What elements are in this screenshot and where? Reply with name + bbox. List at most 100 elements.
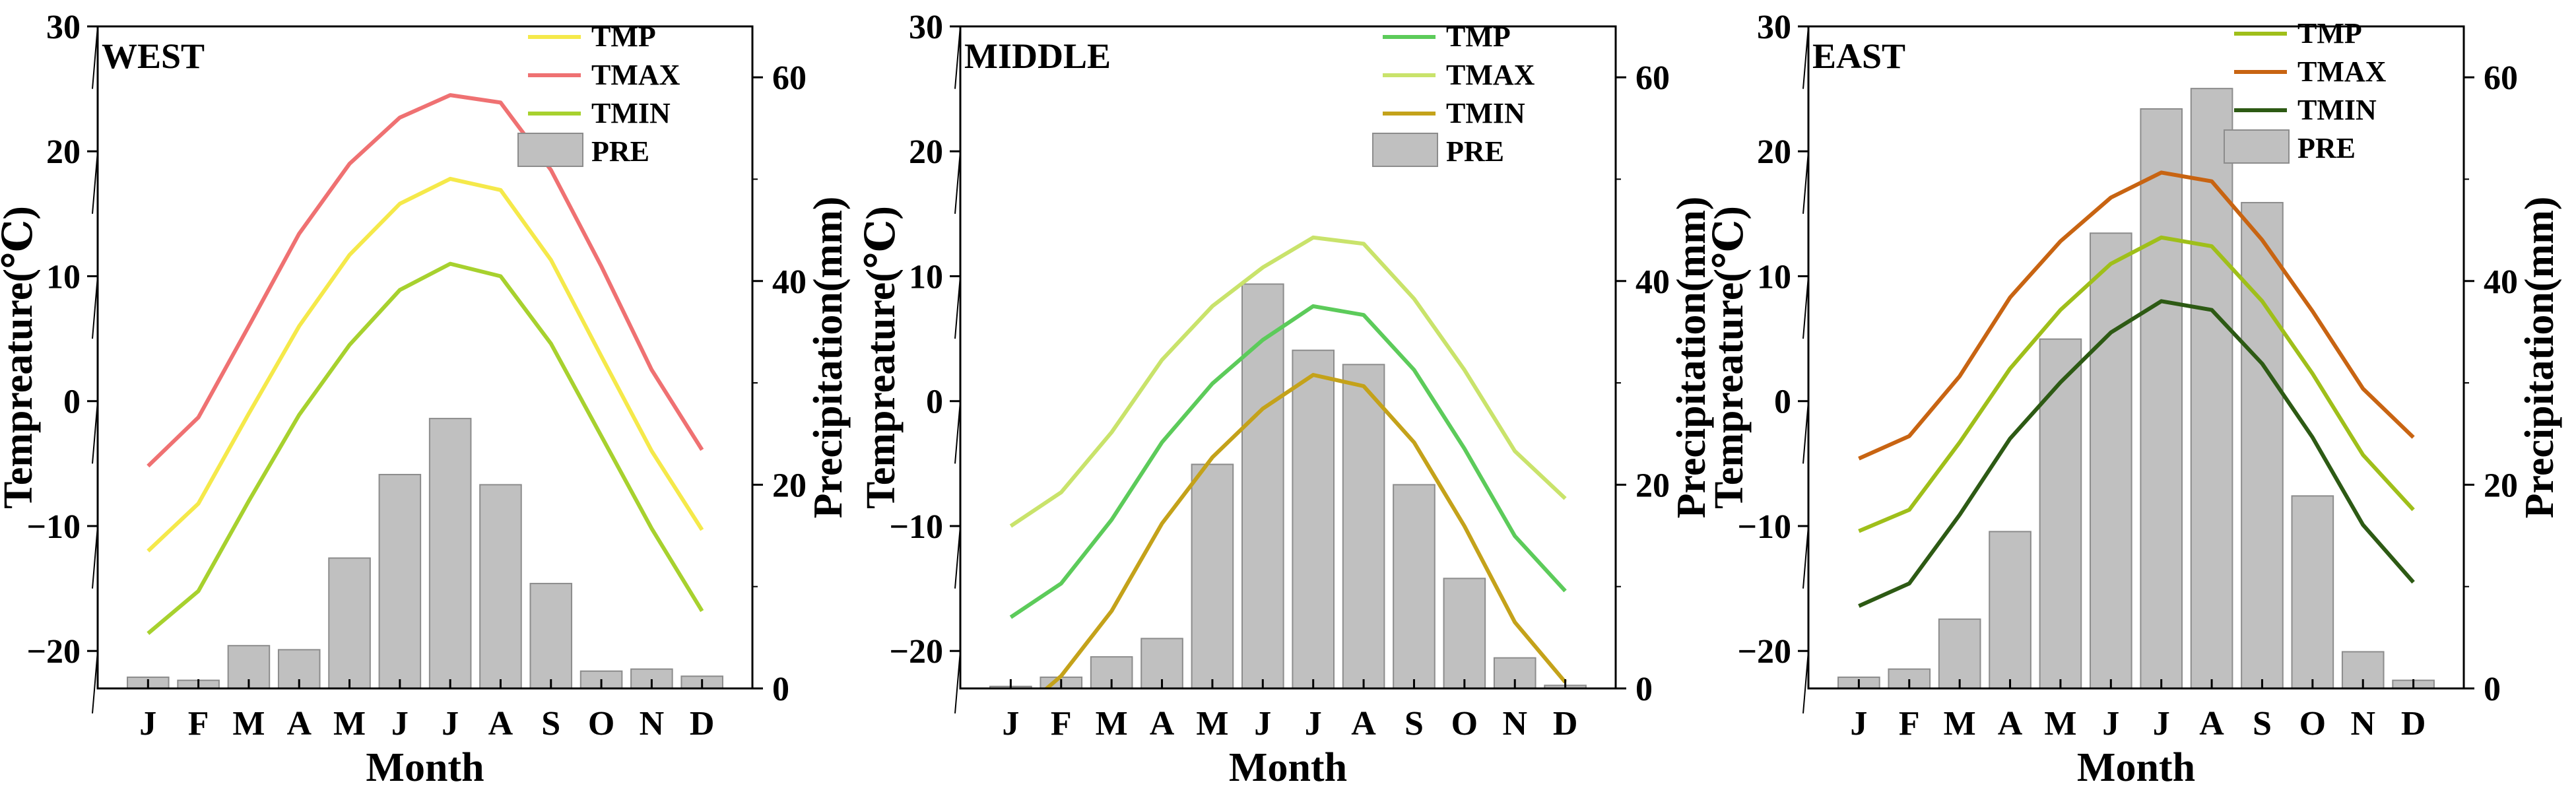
x-tick-label: J	[442, 705, 459, 743]
right-tick-label: 20	[2484, 467, 2518, 504]
precip-bar-9	[2241, 201, 2284, 689]
left-minor-tick	[92, 651, 98, 714]
legend-label-pre: PRE	[2297, 132, 2356, 164]
x-tick-label: M	[1096, 705, 1128, 743]
line-tmin	[1043, 373, 1567, 688]
left-minor-tick	[92, 26, 98, 89]
legend-label-tmin: TMIN	[1446, 97, 1525, 129]
x-tick-label: N	[2350, 705, 2375, 743]
left-tick-label: −20	[26, 633, 81, 671]
precip-bar-6	[1241, 283, 1284, 690]
left-minor-tick	[1802, 276, 1809, 339]
x-tick-label: J	[1002, 705, 1019, 743]
left-tick-label: 10	[46, 258, 81, 296]
x-tick-label: J	[1850, 705, 1867, 743]
left-minor-tick	[92, 525, 98, 589]
panel-title: EAST	[1812, 36, 1905, 76]
precip-bar-10	[2291, 495, 2334, 689]
left-minor-tick	[954, 401, 961, 464]
left-tick-label: 20	[909, 133, 943, 171]
left-axis-title: Tempreature(℃)	[859, 206, 904, 509]
x-tick-label: M	[2044, 705, 2076, 743]
left-tick-label: 30	[909, 9, 943, 46]
precip-bar-7	[428, 418, 472, 689]
left-minor-tick	[954, 651, 961, 714]
right-tick-label: 20	[1635, 467, 1670, 504]
line-tmax	[1009, 235, 1567, 528]
precip-bar-6	[378, 473, 422, 689]
left-minor-tick	[954, 525, 961, 589]
precip-bar-6	[2089, 232, 2132, 689]
right-tick-label: 0	[2484, 671, 2501, 708]
left-tick-label: 10	[909, 258, 943, 296]
x-tick-label: M	[1196, 705, 1228, 743]
precip-bar-7	[2140, 108, 2183, 689]
right-tick-label: 40	[772, 263, 807, 301]
x-tick-label: M	[1944, 705, 1976, 743]
plot-frame	[1807, 25, 2465, 690]
line-tmax	[1858, 170, 2415, 461]
x-tick-label: N	[1502, 705, 1527, 743]
x-tick-label: A	[1150, 705, 1175, 743]
left-minor-tick	[954, 151, 961, 214]
left-minor-tick	[92, 401, 98, 464]
left-tick-label: −10	[26, 508, 81, 546]
x-tick-label: J	[1305, 705, 1322, 743]
legend-label-tmax: TMAX	[1446, 59, 1535, 91]
line-tmax	[147, 93, 704, 468]
legend-label-pre: PRE	[1446, 135, 1504, 168]
x-tick-label: D	[690, 705, 715, 743]
x-tick-label: O	[1451, 705, 1478, 743]
right-tick-label: 60	[1635, 59, 1670, 97]
line-tmp	[1009, 304, 1567, 619]
left-minor-tick	[1802, 651, 1809, 714]
legend-label-tmp: TMP	[2297, 17, 2362, 50]
legend-label-pre: PRE	[591, 135, 649, 168]
precip-bar-8	[479, 484, 522, 690]
left-axis-title: Tempreature(℃)	[1707, 206, 1752, 509]
x-axis-title: Month	[366, 745, 484, 790]
legend-label-tmp: TMP	[1446, 20, 1511, 53]
right-tick-label: 0	[1635, 671, 1653, 708]
x-tick-label: D	[2401, 705, 2426, 743]
legend-swatch-pre	[517, 133, 583, 167]
precip-bar-10	[1443, 578, 1486, 690]
left-tick-label: −10	[889, 508, 943, 546]
line-tmp	[147, 176, 704, 552]
left-tick-label: 0	[926, 383, 943, 421]
precip-bar-5	[2039, 338, 2082, 689]
legend-swatch-pre	[1372, 133, 1438, 167]
right-tick-label: 60	[2484, 59, 2518, 97]
legend-label-tmin: TMIN	[591, 97, 671, 129]
right-axis-title: Precipitation(mm)	[806, 197, 851, 519]
left-minor-tick	[1802, 525, 1809, 589]
x-tick-label: J	[2102, 705, 2119, 743]
line-tmin	[147, 261, 704, 635]
x-tick-label: F	[1051, 705, 1072, 743]
legend-label-tmax: TMAX	[591, 59, 680, 91]
x-tick-label: J	[139, 705, 156, 743]
x-tick-label: F	[1899, 705, 1920, 743]
x-tick-label: A	[488, 705, 513, 743]
left-tick-label: −20	[889, 633, 943, 671]
left-tick-label: −10	[1737, 508, 1791, 546]
line-tmin	[1858, 299, 2415, 608]
x-tick-label: N	[640, 705, 665, 743]
left-axis-title: Tempreature(℃)	[0, 206, 41, 509]
panel-title: MIDDLE	[964, 36, 1111, 76]
precip-bar-8	[2190, 88, 2233, 689]
legend-label-tmax: TMAX	[2297, 55, 2387, 88]
right-tick-label: 60	[772, 59, 807, 97]
x-tick-label: O	[588, 705, 614, 743]
precip-bar-9	[1393, 484, 1436, 690]
left-minor-tick	[954, 276, 961, 339]
x-tick-label: J	[1254, 705, 1271, 743]
legend-label-tmin: TMIN	[2297, 94, 2377, 126]
panel-title: WEST	[102, 36, 205, 76]
precip-bar-5	[1191, 463, 1234, 689]
legend-label-tmp: TMP	[591, 20, 656, 53]
